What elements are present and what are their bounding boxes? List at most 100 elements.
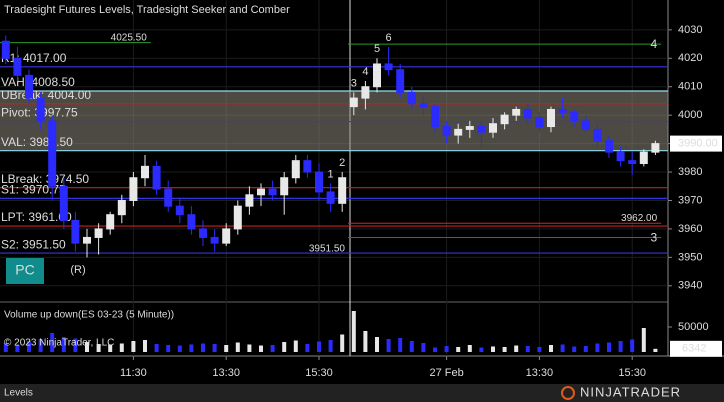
candle-body bbox=[129, 177, 138, 201]
candle-body bbox=[245, 194, 254, 207]
candle-body bbox=[454, 128, 463, 136]
candle-body bbox=[268, 188, 277, 196]
volume-bar bbox=[259, 345, 263, 352]
candle-body bbox=[431, 106, 439, 128]
candle-body bbox=[570, 111, 579, 122]
volume-bar bbox=[201, 343, 205, 352]
wave-label: 2 bbox=[339, 157, 345, 169]
volume-bar bbox=[560, 344, 565, 352]
candle-body bbox=[106, 214, 115, 230]
volume-bar bbox=[607, 342, 611, 352]
volume-bar bbox=[328, 340, 333, 352]
volume-bar bbox=[421, 343, 426, 352]
volume-bar bbox=[131, 341, 136, 352]
volume-bar bbox=[224, 345, 229, 352]
candle-body bbox=[349, 97, 358, 108]
volume-bar bbox=[583, 346, 588, 352]
wave-label: 1 bbox=[328, 168, 334, 180]
candle-body bbox=[523, 108, 532, 119]
last-volume-box bbox=[670, 340, 722, 357]
candle-body bbox=[233, 205, 242, 230]
candle-body bbox=[117, 199, 126, 216]
reversal-label: (R) bbox=[70, 264, 85, 276]
candle-body bbox=[164, 188, 173, 207]
volume-bar bbox=[340, 334, 345, 352]
volume-bar bbox=[270, 345, 275, 352]
volume-bar bbox=[27, 341, 31, 352]
y-tick-label: 3970 bbox=[678, 194, 702, 206]
volume-bar bbox=[467, 345, 472, 352]
volume-bar bbox=[398, 338, 403, 352]
wave-label: 3 bbox=[351, 77, 357, 89]
copyright: © 2023 NinjaTrader, LLC bbox=[4, 338, 114, 349]
volume-bar bbox=[641, 328, 646, 352]
candle-body bbox=[535, 117, 544, 128]
candle-body bbox=[465, 126, 474, 130]
volume-bar bbox=[572, 346, 577, 352]
candle-body bbox=[500, 114, 509, 125]
target-label: 4025.50 bbox=[111, 32, 148, 43]
volume-bar bbox=[618, 341, 623, 352]
level-label: S1: 3970.75 bbox=[1, 183, 66, 197]
candle-body bbox=[141, 165, 149, 179]
volume-bar bbox=[143, 340, 147, 352]
x-tick-label: 15:30 bbox=[305, 367, 333, 379]
volume-bar bbox=[363, 331, 368, 352]
volume-bar bbox=[38, 339, 43, 352]
tab-label[interactable]: Levels bbox=[4, 388, 33, 399]
volume-bar bbox=[317, 341, 321, 352]
target-label: 3 bbox=[651, 231, 658, 245]
last-price-label: 3990.00 bbox=[678, 138, 718, 150]
level-label: UBreak: 4004.00 bbox=[1, 88, 91, 102]
volume-bar bbox=[154, 344, 159, 352]
volume-bar bbox=[351, 311, 356, 352]
volume-bar bbox=[549, 345, 553, 352]
y-tick-label: 4010 bbox=[678, 81, 702, 93]
volume-bar bbox=[96, 344, 101, 352]
value-area bbox=[0, 90, 668, 151]
candle-body bbox=[71, 219, 80, 244]
volume-bar bbox=[537, 347, 542, 352]
candle-body bbox=[419, 103, 428, 108]
volume-bar bbox=[514, 345, 519, 352]
candle-body bbox=[175, 205, 184, 216]
candle-body bbox=[639, 151, 648, 165]
tab-bar bbox=[0, 384, 724, 402]
volume-bar bbox=[375, 337, 379, 352]
volume-bar bbox=[50, 333, 55, 352]
candle-body bbox=[257, 188, 265, 196]
volume-bar bbox=[479, 347, 484, 352]
target-label: 3962.00 bbox=[621, 213, 658, 224]
pc-button-label[interactable]: PC bbox=[15, 262, 34, 278]
candle-body bbox=[628, 160, 637, 165]
candle-body bbox=[303, 160, 312, 173]
level-label: LPT: 3961.00 bbox=[1, 210, 72, 224]
candle-body bbox=[605, 140, 613, 153]
y-tick-label: 4000 bbox=[678, 109, 702, 121]
level-label: LBreak: 3974.50 bbox=[1, 172, 89, 186]
y-tick-label: 4030 bbox=[678, 24, 702, 36]
candle-body bbox=[210, 236, 219, 244]
pc-button[interactable] bbox=[6, 258, 44, 284]
y-tick-label: 3960 bbox=[678, 223, 702, 235]
candle-body bbox=[94, 228, 103, 238]
volume-title: Volume up down(ES 03-23 (5 Minute)) bbox=[4, 310, 174, 321]
candle-body bbox=[48, 120, 57, 187]
level-label: R1: 4017.00 bbox=[1, 51, 67, 65]
candle-body bbox=[152, 165, 161, 190]
y-tick-label: 3950 bbox=[678, 251, 702, 263]
y-tick-label: 3940 bbox=[678, 280, 702, 292]
candle-body bbox=[651, 143, 660, 153]
candle-body bbox=[326, 191, 335, 204]
volume-bar bbox=[386, 339, 391, 352]
candle-body bbox=[442, 126, 451, 136]
x-tick-label: 11:30 bbox=[120, 367, 147, 379]
volume-bar bbox=[653, 348, 658, 352]
candle-body bbox=[222, 228, 231, 244]
volume-bar bbox=[3, 343, 8, 352]
candle-body bbox=[616, 151, 625, 162]
volume-bar bbox=[433, 347, 437, 352]
candle-body bbox=[1, 40, 10, 59]
